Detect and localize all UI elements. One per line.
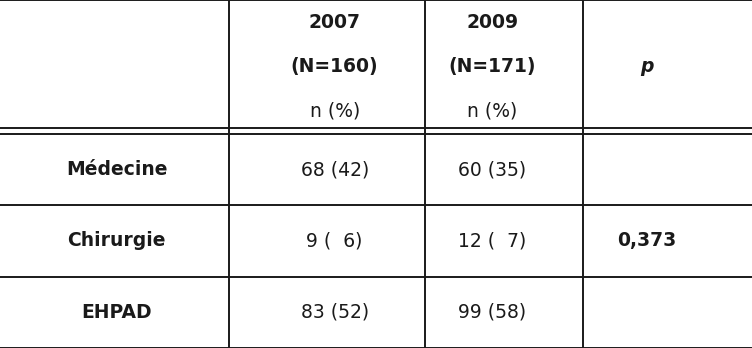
Text: 68 (42): 68 (42) xyxy=(301,160,368,179)
Text: (N=160): (N=160) xyxy=(291,57,378,77)
Text: 9 (  6): 9 ( 6) xyxy=(307,231,362,251)
Text: 2009: 2009 xyxy=(466,13,519,32)
Text: 60 (35): 60 (35) xyxy=(459,160,526,179)
Text: EHPAD: EHPAD xyxy=(81,303,152,322)
Text: 2007: 2007 xyxy=(308,13,361,32)
Text: n (%): n (%) xyxy=(310,102,359,121)
Text: 0,373: 0,373 xyxy=(617,231,676,251)
Text: (N=171): (N=171) xyxy=(449,57,536,77)
Text: Médecine: Médecine xyxy=(66,160,167,179)
Text: 83 (52): 83 (52) xyxy=(301,303,368,322)
Text: 99 (58): 99 (58) xyxy=(459,303,526,322)
Text: n (%): n (%) xyxy=(468,102,517,121)
Text: 12 (  7): 12 ( 7) xyxy=(459,231,526,251)
Text: Chirurgie: Chirurgie xyxy=(68,231,165,251)
Text: p: p xyxy=(640,57,653,77)
